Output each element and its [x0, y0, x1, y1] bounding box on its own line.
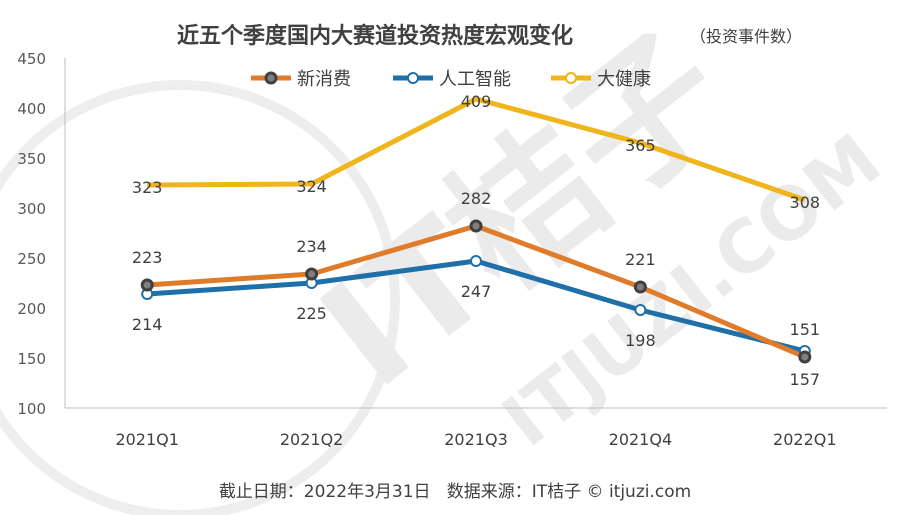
axes [64, 58, 887, 409]
data-label-series-2: 324 [296, 177, 327, 196]
series-0-point [633, 280, 647, 294]
y-tick-label: 350 [17, 150, 46, 168]
chart-subtitle: （投资事件数） [690, 27, 802, 46]
y-tick-label: 100 [17, 400, 46, 418]
series-0-point [798, 350, 812, 364]
x-tick-label: 2021Q4 [609, 430, 673, 449]
x-tick-label: 2022Q1 [773, 430, 837, 449]
legend-marker-ai [407, 72, 419, 84]
y-tick-label: 250 [17, 250, 46, 268]
x-axis-ticks: 2021Q1 2021Q2 2021Q3 2021Q4 2022Q1 [115, 430, 836, 449]
series-0-point [469, 219, 483, 233]
footer-source: 截止日期：2022年3月31日 数据来源：IT桔子 © itjuzi.com [219, 482, 691, 502]
y-tick-label: 150 [17, 350, 46, 368]
legend-label-health: 大健康 [597, 69, 651, 90]
series-1-point [470, 255, 482, 267]
data-label-series-2: 308 [790, 193, 821, 212]
data-label-series-1: 214 [132, 315, 163, 334]
chart-title: 近五个季度国内大赛道投资热度宏观变化 [177, 23, 573, 49]
y-tick-label: 450 [17, 50, 46, 68]
data-label-series-1: 247 [461, 282, 492, 301]
legend-item-xinxiaofei: 新消费 [251, 69, 351, 90]
y-tick-label: 400 [17, 100, 46, 118]
y-tick-label: 200 [17, 300, 46, 318]
watermark-ring [0, 80, 400, 515]
series-0-point [140, 278, 154, 292]
data-label-series-1: 157 [790, 370, 821, 389]
y-axis-ticks: 100 150 200 250 300 350 400 450 [17, 50, 46, 418]
series-line-2 [147, 96, 806, 203]
data-label-series-2: 323 [132, 178, 163, 197]
x-tick-label: 2021Q2 [280, 430, 344, 449]
legend-item-ai: 人工智能 [393, 69, 511, 90]
data-label-series-0: 221 [625, 250, 656, 269]
data-label-series-0: 151 [790, 320, 821, 339]
series-markers [140, 219, 812, 364]
data-label-series-0: 223 [132, 248, 163, 267]
y-tick-label: 300 [17, 200, 46, 218]
legend-marker-health [565, 72, 577, 84]
data-labels: 223 234 282 221 151 214 225 247 198 157 323 324 409 3… [132, 92, 820, 389]
series-0-point [305, 267, 319, 281]
x-tick-label: 2021Q1 [115, 430, 179, 449]
x-tick-label: 2021Q3 [444, 430, 508, 449]
data-label-series-0: 282 [461, 189, 492, 208]
data-label-series-2: 365 [625, 136, 656, 155]
legend: 新消费 人工智能 大健康 [251, 69, 651, 90]
legend-item-health: 大健康 [551, 69, 651, 90]
data-label-series-1: 225 [296, 304, 327, 323]
data-label-series-2: 409 [461, 92, 492, 111]
legend-label-ai: 人工智能 [439, 69, 511, 90]
data-label-series-0: 234 [296, 237, 327, 256]
legend-label-xinxiaofei: 新消费 [297, 69, 351, 90]
legend-marker-xinxiaofei [264, 71, 278, 85]
series-1-point [634, 304, 647, 316]
data-label-series-1: 198 [625, 331, 656, 350]
